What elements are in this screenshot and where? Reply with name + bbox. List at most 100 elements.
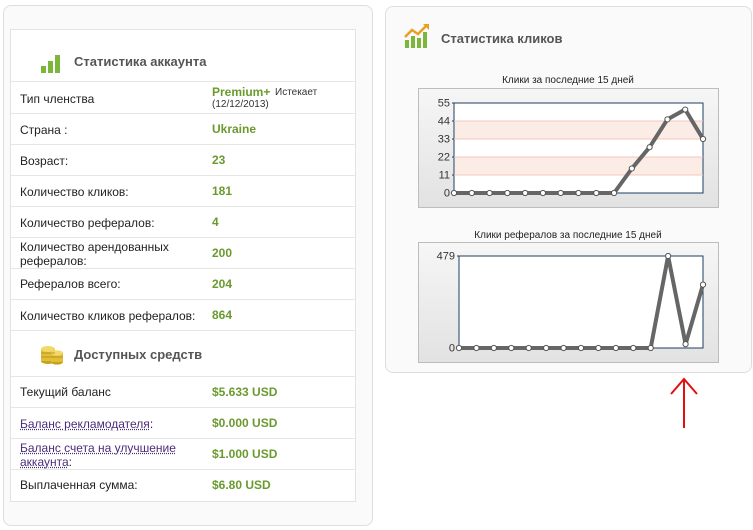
referral-clicks-label: Количество кликов рефералов:	[20, 309, 196, 323]
current-balance-value: $5.633 USD	[212, 385, 278, 399]
chart2-point	[455, 344, 463, 352]
membership-value: Premium+	[212, 85, 271, 99]
chart2-point	[647, 344, 654, 352]
referrals-label: Количество рефералов:	[20, 216, 155, 230]
current-balance-label: Текущий баланс	[20, 385, 111, 399]
paid-out-label: Выплаченная сумма:	[20, 478, 138, 492]
chart2-point	[630, 344, 637, 352]
chart1-point	[450, 189, 458, 197]
chart1-point	[628, 165, 635, 172]
chart1-ytick-label: 11	[439, 170, 450, 182]
row-paid-out: Выплаченная сумма: $6.80 USD	[11, 470, 355, 501]
funds-title: Доступных средств	[74, 347, 203, 362]
chart1-point	[682, 106, 689, 113]
account-panel: Статистика аккаунта Тип членства Premium…	[3, 5, 373, 526]
chart1-grid-band	[455, 157, 702, 175]
row-country: Страна : Ukraine	[11, 114, 355, 145]
chart1-point	[504, 189, 511, 197]
chart2-point	[490, 344, 497, 352]
account-table: Статистика аккаунта Тип членства Premium…	[10, 29, 356, 502]
chart2-point	[473, 344, 480, 352]
clicks-value: 181	[212, 184, 233, 198]
advertiser-balance-value: $0.000 USD	[212, 416, 278, 430]
account-stats-title: Статистика аккаунта	[74, 54, 207, 69]
chart2-point	[612, 344, 619, 352]
chart1-ytick-label: 44	[438, 116, 450, 128]
chart2-point	[595, 344, 602, 352]
chart2-point	[577, 344, 585, 352]
clicks-label: Количество кликов:	[20, 185, 129, 199]
paid-out-value: $6.80 USD	[212, 478, 271, 492]
expires-label: Истекает	[275, 87, 318, 98]
row-membership: Тип членства Premium+ Истекает (12/12/20…	[11, 83, 355, 114]
chart2-point	[682, 341, 689, 348]
referral-clicks-value: 864	[212, 308, 233, 322]
rented-referrals-label-line1: Количество арендованных	[20, 240, 169, 254]
chart2-point	[525, 344, 532, 352]
chart2-title: Клики рефералов за последние 15 дней	[474, 230, 662, 241]
age-label: Возраст:	[20, 154, 69, 168]
row-current-balance: Текущий баланс $5.633 USD	[11, 377, 355, 408]
rented-referrals-value: 200	[212, 246, 233, 260]
clicks-panel-title: Статистика кликов	[441, 31, 563, 46]
coins-icon	[41, 346, 63, 365]
chart2-point	[560, 344, 567, 352]
country-label: Страна :	[20, 123, 68, 137]
clicks-chart: 0 11 22 33 44 55	[438, 98, 707, 200]
chart2-point	[543, 344, 550, 352]
upgrade-balance-value: $1.000 USD	[212, 447, 278, 461]
chart1-point	[539, 189, 547, 197]
row-referrals: Количество рефералов: 4	[11, 207, 355, 238]
age-value: 23	[212, 153, 226, 167]
chart2-plot-area	[458, 255, 704, 349]
advertiser-balance-label-wrap: Баланс рекламодателя:	[20, 417, 153, 431]
chart1-ytick-label: 33	[438, 134, 450, 146]
chart1-point	[646, 144, 653, 151]
upgrade-balance-link-line1[interactable]: Баланс счета на улучшение	[20, 441, 176, 455]
red-arrow-icon	[670, 377, 698, 428]
country-value: Ukraine	[212, 122, 257, 136]
chart1-point	[610, 189, 618, 197]
rented-referrals-label-line2: рефералов:	[20, 254, 87, 268]
chart1-ytick-label: 55	[438, 98, 450, 110]
chart2-ytick-label: 0	[449, 343, 455, 355]
membership-label: Тип членства	[20, 92, 95, 106]
upgrade-balance-link-line2[interactable]: аккаунта	[20, 455, 69, 469]
row-referral-clicks: Количество кликов рефералов: 864	[11, 300, 355, 331]
chart2-point	[508, 344, 515, 352]
chart1-point	[468, 189, 475, 197]
chart1-point	[557, 189, 564, 197]
total-referrals-label: Рефералов всего:	[20, 277, 121, 291]
chart1-point	[699, 135, 707, 143]
chart1-ytick-label: 22	[438, 152, 450, 164]
row-advertiser-balance: Баланс рекламодателя: $0.000 USD	[11, 408, 355, 439]
chart2-point	[665, 252, 672, 260]
row-total-referrals: Рефералов всего: 204	[11, 269, 355, 300]
referrals-value: 4	[212, 215, 219, 229]
advertiser-balance-link[interactable]: Баланс рекламодателя	[20, 417, 150, 431]
chart1-point	[575, 189, 582, 197]
chart1-plot-area	[453, 102, 704, 194]
chart1-point	[664, 116, 671, 123]
chart1-ytick-label: 0	[444, 188, 450, 200]
chart1-point	[593, 189, 600, 197]
referral-clicks-chart: 0 479	[437, 251, 707, 355]
row-rented-referrals: Количество арендованных рефералов: 200	[11, 238, 355, 269]
chart2-ytick-label: 479	[437, 251, 455, 263]
total-referrals-value: 204	[212, 277, 233, 291]
account-stats-header: Статистика аккаунта	[11, 40, 355, 82]
chart1-point	[522, 189, 529, 197]
trend-chart-icon	[404, 24, 429, 48]
advertiser-balance-colon: :	[149, 417, 154, 431]
chart2-point	[699, 281, 707, 288]
row-clicks: Количество кликов: 181	[11, 176, 355, 207]
bar-chart-icon	[41, 55, 60, 73]
upgrade-balance-colon: :	[68, 455, 72, 469]
upgrade-balance-label-wrap: аккаунта:	[20, 455, 72, 469]
row-upgrade-balance: Баланс счета на улучшение аккаунта: $1.0…	[11, 439, 355, 470]
funds-header: Доступных средств	[11, 331, 355, 377]
chart1-grid-band	[455, 121, 702, 139]
row-age: Возраст: 23	[11, 145, 355, 176]
chart1-title: Клики за последние 15 дней	[502, 75, 634, 86]
chart1-point	[486, 189, 493, 197]
